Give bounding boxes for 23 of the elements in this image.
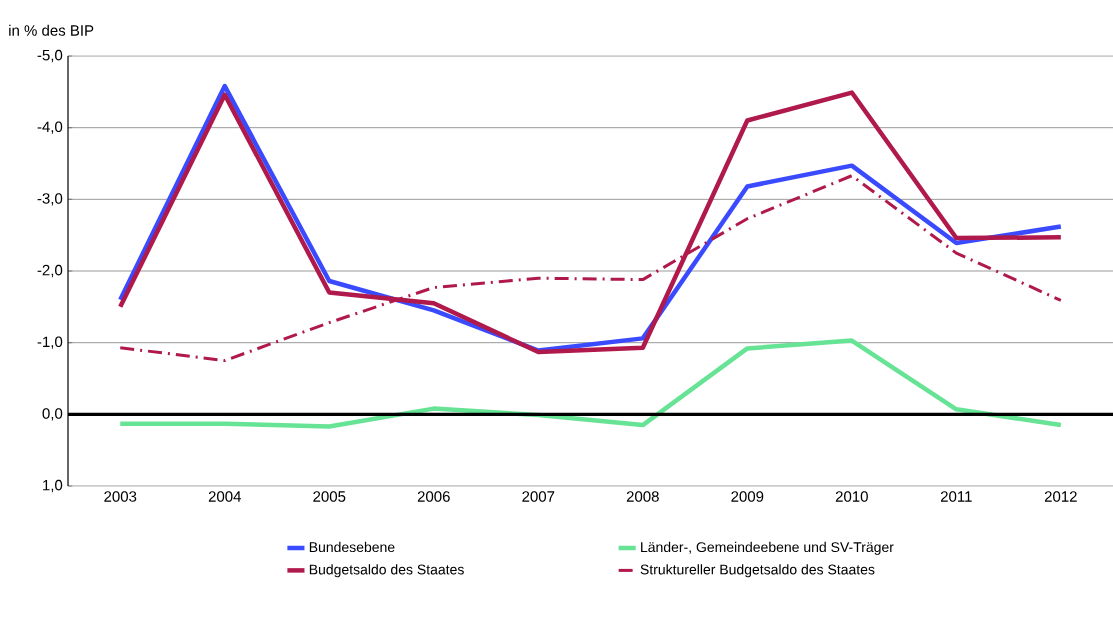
y-tick-label: -2,0 xyxy=(37,264,63,278)
legend-label: Struktureller Budgetsaldo des Staates xyxy=(640,564,875,578)
x-tick-label: 2010 xyxy=(835,491,868,502)
y-axis-title: in % des BIP xyxy=(9,24,94,36)
x-tick-label: 2004 xyxy=(208,491,242,502)
x-tick-label: 2006 xyxy=(417,491,450,502)
legend-label: Länder-, Gemeindeebene und SV-Träger xyxy=(641,541,894,555)
y-tick-label: -4,0 xyxy=(37,121,63,134)
legend-label: Budgetsaldo des Staates xyxy=(309,564,464,578)
y-tick-label: -1,0 xyxy=(37,336,63,349)
x-tick-label: 2005 xyxy=(313,491,346,502)
line-series xyxy=(118,338,1064,429)
legend-label: Bundesebene xyxy=(309,541,395,553)
x-tick-label: 2007 xyxy=(522,491,555,502)
x-tick-label: 2012 xyxy=(1044,491,1077,502)
x-tick-label: 2009 xyxy=(731,491,764,502)
y-tick-label: 1,0 xyxy=(43,479,63,493)
y-tick-label: -5,0 xyxy=(37,49,63,63)
x-tick-label: 2003 xyxy=(104,491,137,502)
x-tick-label: 2008 xyxy=(626,491,659,502)
x-tick-label: 2011 xyxy=(940,491,972,502)
y-tick-label: 0,0 xyxy=(42,408,63,421)
y-tick-label: -3,0 xyxy=(37,193,63,206)
